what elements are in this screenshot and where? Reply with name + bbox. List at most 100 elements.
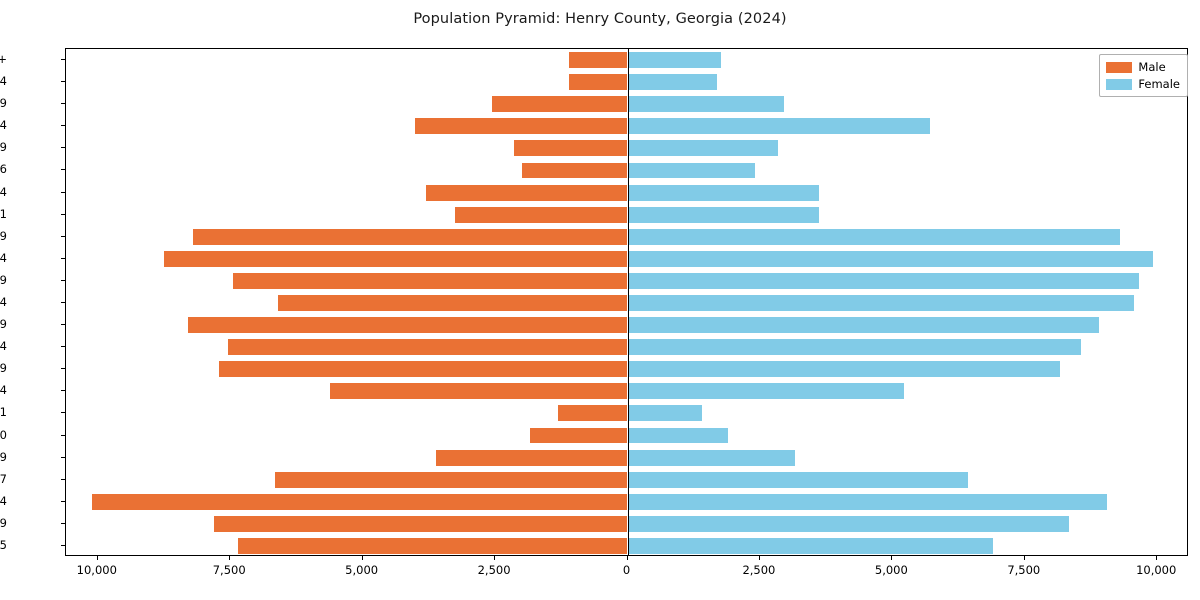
bar-female (627, 449, 796, 466)
y-axis-tick-mark (61, 191, 65, 193)
y-axis-tick-mark (61, 147, 65, 149)
bar-female (627, 405, 702, 422)
bar-male (92, 493, 628, 510)
bar-female (627, 339, 1081, 356)
y-axis-tick-label: 35-39 (0, 317, 7, 332)
bar-row (66, 405, 1187, 422)
y-axis-tick-mark (61, 456, 65, 458)
bar-male (557, 405, 628, 422)
y-axis-tick-mark (61, 125, 65, 127)
bar-row (66, 162, 1187, 179)
bar-row (66, 383, 1187, 400)
bar-male (232, 272, 628, 289)
bar-female (627, 471, 969, 488)
x-axis-tick-label: 5,000 (874, 563, 908, 577)
bar-row (66, 361, 1187, 378)
y-axis-tick-mark (61, 103, 65, 105)
y-axis-tick-mark (61, 478, 65, 480)
zero-axis-line (627, 49, 629, 555)
bars-layer (66, 49, 1187, 555)
y-axis-tick-label: 55-59 (0, 228, 7, 243)
x-axis-tick-label: 7,500 (1007, 563, 1041, 577)
bar-row (66, 96, 1187, 113)
bar-row (66, 184, 1187, 201)
bar-male (218, 361, 628, 378)
y-axis-tick-label: 60-61 (0, 206, 7, 221)
y-axis-tick-label: 65-66 (0, 162, 7, 177)
bar-row (66, 493, 1187, 510)
y-axis-tick-mark (61, 368, 65, 370)
y-axis-tick-label: 21 (0, 405, 7, 420)
y-axis-tick-mark (61, 412, 65, 414)
x-axis-tick-label: 7,500 (212, 563, 246, 577)
bar-female (627, 206, 820, 223)
legend-swatch-male (1106, 61, 1133, 73)
y-axis-tick-label: 75-79 (0, 96, 7, 111)
y-axis-tick-mark (61, 169, 65, 171)
bar-male (569, 52, 628, 68)
y-axis-tick-mark (61, 544, 65, 546)
bar-female (627, 184, 820, 201)
bar-male (529, 427, 628, 444)
bar-row (66, 427, 1187, 444)
bar-male (415, 118, 628, 135)
bar-male (193, 228, 628, 245)
y-axis-tick-label: 70-74 (0, 118, 7, 133)
x-axis-tick-mark (229, 556, 231, 560)
bar-row (66, 272, 1187, 289)
y-axis-tick-mark (61, 279, 65, 281)
legend: Male Female (1099, 54, 1188, 97)
y-axis-tick-mark (61, 213, 65, 215)
y-axis-tick-label: 18-19 (0, 449, 7, 464)
y-axis-tick-mark (61, 324, 65, 326)
bar-male (277, 295, 628, 311)
page-title: Population Pyramid: Henry County, Georgi… (413, 11, 787, 27)
bar-male (227, 339, 628, 356)
bar-male (492, 96, 628, 113)
bar-male (214, 515, 628, 532)
bar-female (627, 118, 931, 135)
y-axis-tick-label: Under 5 (0, 537, 7, 552)
y-axis-tick-mark (61, 81, 65, 83)
legend-swatch-female (1106, 78, 1133, 90)
bar-row (66, 74, 1187, 91)
x-axis-tick-label: 10,000 (76, 563, 117, 577)
bar-row (66, 538, 1187, 554)
bar-female (627, 427, 728, 444)
x-axis-tick-mark (1156, 556, 1158, 560)
bar-male (187, 317, 628, 334)
bar-female (627, 383, 904, 400)
y-axis-tick-label: 22-24 (0, 383, 7, 398)
bar-male (163, 250, 628, 267)
bar-female (627, 250, 1153, 267)
y-axis-tick-mark (61, 346, 65, 348)
x-axis-tick-label: 0 (622, 563, 631, 577)
x-axis-tick-mark (361, 556, 363, 560)
bar-male (426, 184, 628, 201)
bar-female (627, 295, 1135, 311)
bar-row (66, 206, 1187, 223)
x-axis-tick-mark (758, 556, 760, 560)
y-axis-tick-label: 40-44 (0, 295, 7, 309)
bar-male (435, 449, 628, 466)
y-axis-tick-label: 50-54 (0, 250, 7, 265)
bar-row (66, 250, 1187, 267)
bar-row (66, 515, 1187, 532)
bar-female (627, 74, 718, 91)
bar-male (569, 74, 628, 91)
y-axis-tick-label: 20 (0, 427, 7, 442)
bar-row (66, 52, 1187, 68)
y-axis-tick-label: 30-34 (0, 339, 7, 354)
y-axis-tick-mark (61, 235, 65, 237)
bar-male (455, 206, 628, 223)
x-axis-tick-label: 2,500 (742, 563, 776, 577)
bar-female (627, 317, 1099, 334)
bar-female (627, 162, 755, 179)
x-axis-tick-mark (891, 556, 893, 560)
bar-female (627, 538, 993, 554)
y-axis-tick-label: 10-14 (0, 493, 7, 508)
bar-row (66, 339, 1187, 356)
bar-female (627, 515, 1070, 532)
bar-female (627, 493, 1108, 510)
bar-male (329, 383, 628, 400)
